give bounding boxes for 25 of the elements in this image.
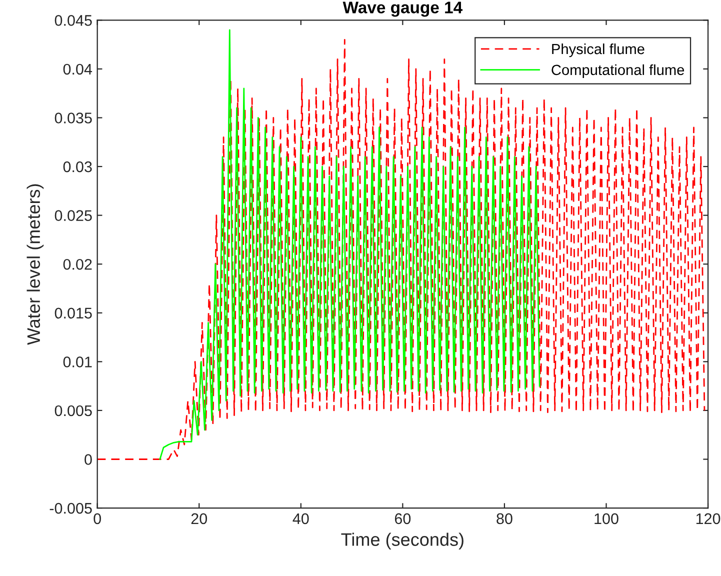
y-tick-label: -0.005	[50, 502, 92, 514]
y-tick-label: 0.015	[54, 308, 92, 319]
x-tick-label: 100	[594, 513, 618, 524]
y-tick-label: 0	[84, 454, 92, 465]
y-tick-label: 0.01	[63, 356, 92, 368]
legend-label: Physical flume	[552, 43, 644, 58]
chart-title: Wave gauge 14	[342, 2, 462, 17]
x-tick-label: 0	[94, 513, 101, 524]
x-tick-label: 60	[394, 513, 411, 524]
y-axis-title: Water level (meters)	[26, 184, 44, 345]
x-tick-label: 20	[191, 513, 208, 524]
legend-label: Computational flume	[552, 64, 684, 78]
x-tick-label: 40	[292, 513, 309, 524]
x-tick-label: 120	[696, 513, 720, 524]
y-tick-label: 0.005	[54, 405, 92, 416]
y-tick-label: 0.045	[54, 15, 92, 26]
y-tick-label: 0.02	[63, 258, 92, 270]
x-tick-label: 80	[496, 513, 512, 524]
line-series	[159, 29, 540, 460]
y-tick-label: 0.035	[54, 112, 92, 124]
x-axis-title: Time (seconds)	[341, 532, 464, 550]
y-tick-label: 0.025	[54, 210, 92, 221]
y-tick-label: 0.03	[63, 161, 92, 172]
line-series	[97, 38, 706, 460]
y-tick-label: 0.04	[63, 64, 92, 75]
